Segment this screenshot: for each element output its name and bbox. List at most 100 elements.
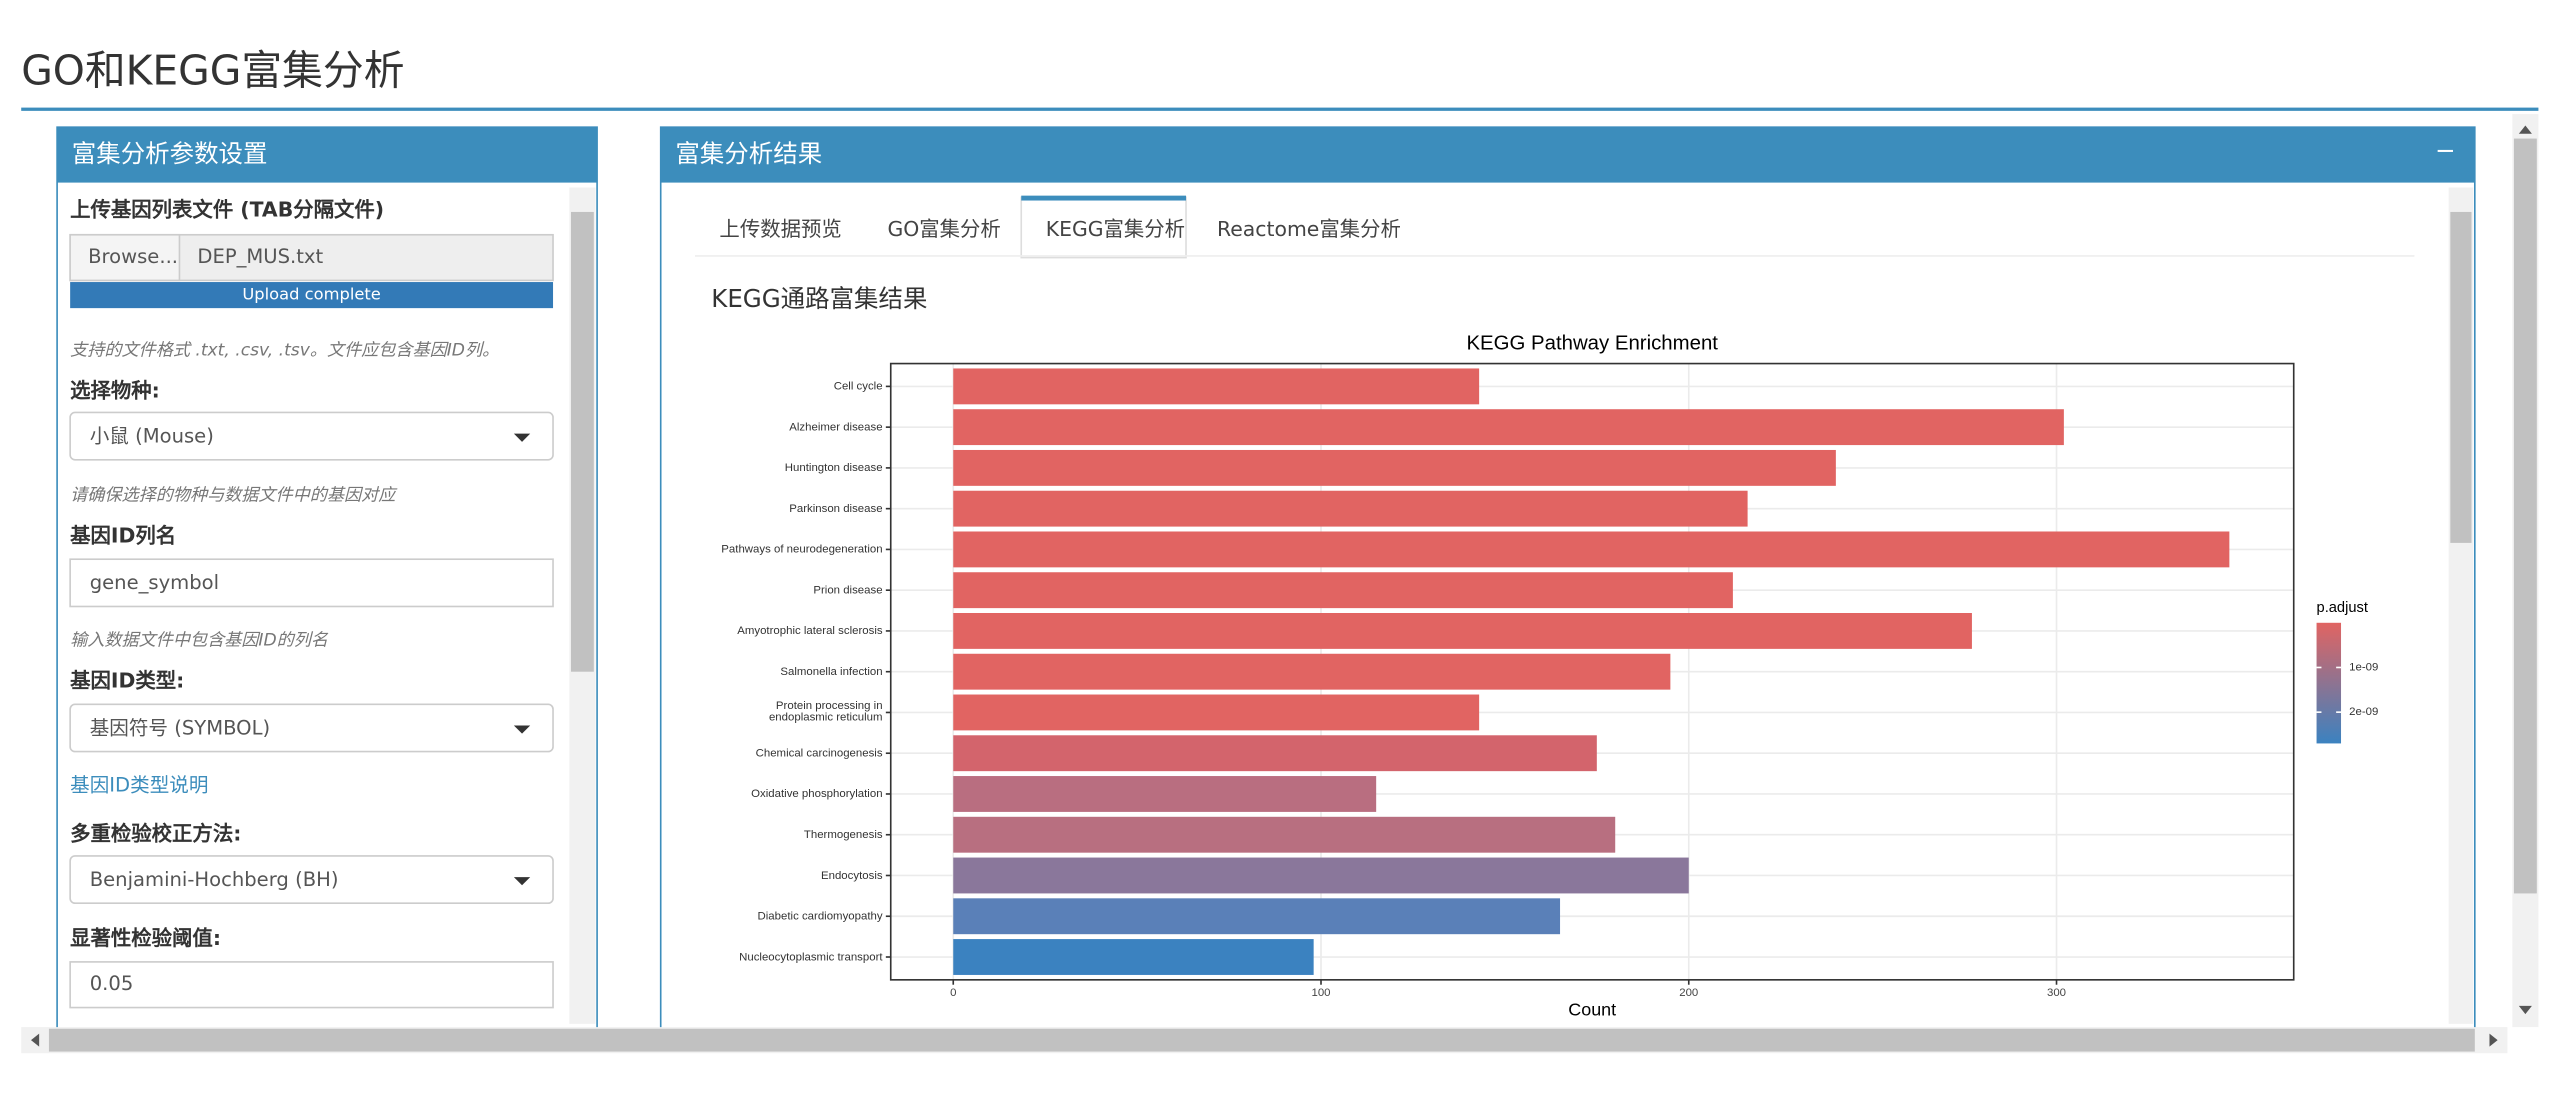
title-rule	[21, 107, 2539, 111]
bar	[953, 857, 1689, 894]
bar	[953, 898, 1561, 935]
species-value: 小鼠 (Mouse)	[90, 424, 214, 447]
x-axis-title: Count	[1568, 1000, 1616, 1020]
y-tick-label-box: Nucleocytoplasmic transport	[739, 951, 883, 963]
y-tick-label-box: Oxidative phosphorylation	[751, 788, 882, 799]
x-tick-label: 300	[2047, 987, 2066, 999]
gene-col-input[interactable]	[69, 558, 554, 608]
bar	[953, 572, 1733, 609]
bar	[953, 776, 1377, 812]
bar	[953, 816, 1616, 853]
species-select[interactable]	[69, 411, 554, 461]
right-panel-title: 富集分析结果	[675, 139, 822, 168]
y-tick-label-box: Salmonella infection	[780, 665, 883, 678]
colorbar-label: 1e-09	[2349, 661, 2378, 673]
tab[interactable]: KEGG富集分析	[1046, 217, 1185, 241]
x-tick-label: 100	[1311, 987, 1330, 999]
tab[interactable]: GO富集分析	[887, 217, 1000, 241]
collapse-button[interactable]: −	[2435, 136, 2456, 165]
caret	[513, 433, 531, 442]
plot-border	[889, 362, 2295, 981]
tab[interactable]: 上传数据预览	[719, 217, 841, 241]
y-tick-label: Chemical carcinogenesis	[755, 747, 883, 759]
y-tick-label: Huntington disease	[784, 462, 883, 474]
y-tick-label-box: Cell cycle	[833, 380, 883, 393]
chart-title: KEGG Pathway Enrichment	[1466, 332, 1718, 354]
threshold-value: 0.05	[90, 972, 134, 995]
file-name: DEP_MUS.txt	[197, 245, 323, 268]
tabs: 上传数据预览 GO富集分析 KEGG富集分析 Reactome富集分析	[719, 195, 1401, 259]
id-type-select[interactable]	[69, 703, 554, 753]
y-tick-label: Protein processing in endoplasmic reticu…	[768, 701, 883, 724]
y-tick-label-box: Chemical carcinogenesis	[755, 747, 883, 759]
y-tick-label: Amyotrophic lateral sclerosis	[737, 625, 883, 637]
correction-label: 多重检验校正方法:	[70, 822, 241, 846]
y-tick-label-box: Parkinson disease	[789, 502, 883, 515]
progress-text: Upload complete	[242, 285, 380, 304]
id-type-value: 基因符号 (SYMBOL)	[90, 716, 270, 739]
progress-bar	[70, 282, 554, 309]
x-tick-label: 200	[1679, 987, 1698, 999]
bar	[953, 653, 1671, 690]
bar	[953, 735, 1597, 772]
gene-col-label: 基因ID列名	[70, 523, 176, 547]
scroll-thumb[interactable]	[2450, 211, 2472, 543]
left-panel-title: 富集分析参数设置	[72, 139, 268, 168]
page-scroll-thumb[interactable]	[2513, 138, 2537, 894]
correction-value: Benjamini-Hochberg (BH)	[90, 868, 339, 891]
caret	[513, 877, 531, 886]
gene-col-value: gene_symbol	[90, 571, 219, 594]
y-tick-label: Parkinson disease	[789, 502, 883, 515]
y-tick-label-box: Endocytosis	[820, 869, 883, 882]
chart: KEGG Pathway Enrichment 0 100 200 300 Count Ce…	[721, 332, 2378, 1020]
bar	[953, 490, 1748, 527]
bar	[953, 449, 1836, 486]
upload-label: 上传基因列表文件 (TAB分隔文件)	[70, 197, 384, 221]
legend-title: p.adjust	[2317, 600, 2368, 616]
threshold-label: 显著性检验阈值:	[70, 926, 221, 950]
bar	[953, 694, 1480, 731]
y-tick-label-box: Alzheimer disease	[789, 421, 883, 433]
left-panel-header	[57, 127, 598, 183]
colorbar-label: 2e-09	[2349, 706, 2378, 718]
y-tick-label: Cell cycle	[833, 380, 883, 393]
y-tick-label-box: Amyotrophic lateral sclerosis	[737, 625, 883, 637]
id-type-link[interactable]: 基因ID类型说明	[70, 773, 208, 796]
tab-active-top	[1021, 195, 1187, 201]
y-tick-label: Pathways of neurodegeneration	[721, 543, 883, 556]
y-tick-label-box: Huntington disease	[784, 462, 883, 474]
bar	[953, 409, 2064, 446]
y-tick-label: Thermogenesis	[803, 829, 883, 841]
tab-active	[1020, 196, 1187, 259]
id-type-label: 基因ID类型:	[70, 668, 184, 692]
correction-select[interactable]	[69, 855, 554, 905]
page-hscroll-thumb[interactable]	[48, 1028, 2475, 1052]
threshold-input[interactable]	[69, 961, 554, 1009]
help-text: 支持的文件格式 .txt, .csv, .tsv。文件应包含基因ID列。	[70, 341, 499, 361]
y-tick-label: Endocytosis	[820, 869, 883, 882]
bar	[953, 531, 2230, 568]
scroll-thumb[interactable]	[570, 211, 594, 672]
colorbar	[2316, 622, 2342, 744]
x-tick-label: 0	[950, 987, 956, 999]
species-label: 选择物种:	[70, 378, 160, 402]
y-tick-label: Diabetic cardiomyopathy	[757, 910, 883, 922]
caret	[513, 725, 531, 734]
y-tick-label-box: Diabetic cardiomyopathy	[757, 910, 883, 922]
help-text: 请确保选择的物种与数据文件中的基因对应	[70, 486, 398, 506]
browse-button[interactable]	[69, 233, 181, 282]
section-title: KEGG通路富集结果	[711, 284, 927, 313]
y-tick-label: Nucleocytoplasmic transport	[739, 951, 883, 963]
y-tick-label-box: Pathways of neurodegeneration	[721, 543, 883, 556]
help-text: 输入数据文件中包含基因ID的列名	[70, 631, 329, 651]
y-tick-label: Salmonella infection	[780, 665, 883, 678]
right-panel-header	[660, 127, 2475, 183]
bar	[953, 613, 1972, 649]
page-title: GO和KEGG富集分析	[21, 46, 404, 94]
y-tick-label: Alzheimer disease	[789, 421, 883, 433]
bar	[953, 368, 1480, 405]
tab[interactable]: Reactome富集分析	[1217, 217, 1401, 241]
y-tick-label-box: Prion disease	[813, 584, 882, 595]
y-tick-label-box: Protein processing in endoplasmic reticu…	[768, 701, 883, 724]
